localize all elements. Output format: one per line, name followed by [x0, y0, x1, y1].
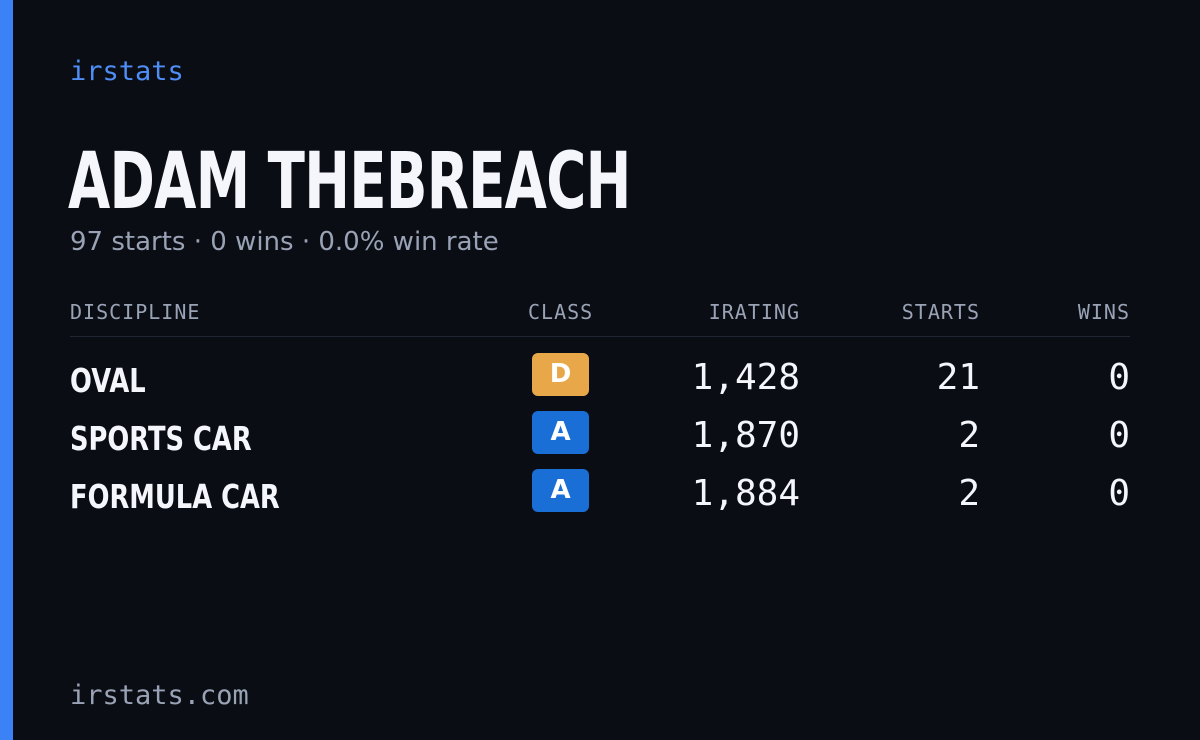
header-irating: IRATING: [708, 300, 800, 324]
table-body: OVAL D 1,428 21 0 SPORTS CAR A 1,870 2 0…: [70, 337, 1130, 516]
discipline-name: SPORTS CAR: [70, 419, 252, 458]
irating-value: 1,870: [691, 415, 800, 456]
irating-value: 1,884: [691, 473, 800, 514]
starts-value: 2: [958, 473, 980, 514]
table-row: FORMULA CAR A 1,884 2 0: [70, 453, 1130, 516]
irating-value: 1,428: [691, 357, 800, 398]
driver-summary: 97 starts · 0 wins · 0.0% win rate: [70, 227, 499, 257]
wins-value: 0: [1108, 357, 1130, 398]
header-wins: WINS: [1077, 300, 1130, 324]
discipline-name: FORMULA CAR: [70, 477, 280, 516]
header-class: CLASS: [528, 300, 594, 324]
header-starts: STARTS: [901, 300, 980, 324]
starts-value: 21: [936, 357, 980, 398]
starts-value: 2: [958, 415, 980, 456]
header-discipline: DISCIPLINE: [70, 300, 201, 324]
discipline-name: OVAL: [70, 361, 146, 400]
class-badge: D: [532, 353, 589, 396]
stats-table: DISCIPLINE CLASS IRATING STARTS WINS OVA…: [70, 296, 1130, 516]
class-badge: A: [532, 411, 589, 454]
brand-logo-text: irstats: [70, 56, 184, 87]
table-header: DISCIPLINE CLASS IRATING STARTS WINS: [70, 296, 1130, 337]
wins-value: 0: [1108, 473, 1130, 514]
table-row: OVAL D 1,428 21 0: [70, 337, 1130, 400]
driver-name: ADAM THEBREACH: [68, 137, 631, 227]
footer-url[interactable]: irstats.com: [70, 680, 249, 711]
wins-value: 0: [1108, 415, 1130, 456]
table-row: SPORTS CAR A 1,870 2 0: [70, 395, 1130, 458]
class-badge: A: [532, 469, 589, 512]
accent-bar: [0, 0, 13, 740]
